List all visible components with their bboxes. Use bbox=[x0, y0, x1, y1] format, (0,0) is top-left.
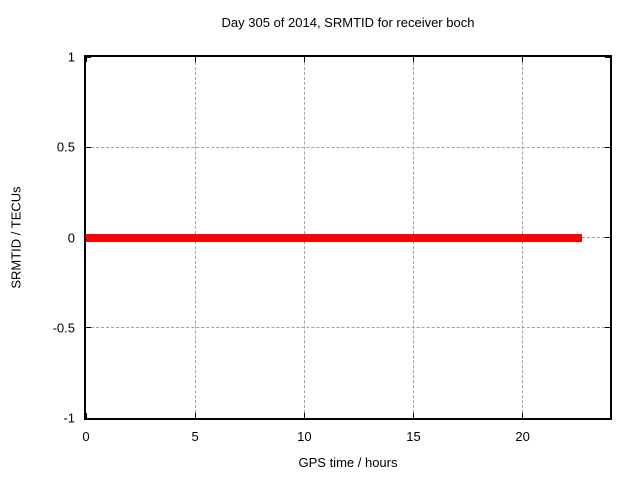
x-tick-label: 0 bbox=[82, 429, 90, 444]
y-tick-mark-right bbox=[605, 327, 610, 329]
x-tick-mark-top bbox=[85, 57, 87, 62]
x-tick-label: 5 bbox=[191, 429, 199, 444]
x-tick-label: 20 bbox=[515, 429, 530, 444]
y-tick-mark-right bbox=[605, 56, 610, 58]
y-tick-mark-left bbox=[86, 327, 91, 329]
x-tick-mark-bottom bbox=[194, 413, 196, 418]
x-tick-mark-top bbox=[413, 57, 414, 62]
x-tick-mark-top bbox=[522, 57, 524, 62]
y-tick-mark-left bbox=[86, 417, 91, 419]
y-tick-mark-right bbox=[605, 417, 610, 419]
x-tick-mark-bottom bbox=[303, 413, 305, 418]
y-tick-label: 1 bbox=[67, 49, 75, 65]
y-tick-mark-left bbox=[86, 56, 91, 58]
x-tick-label: 15 bbox=[406, 429, 421, 444]
y-tick-label: -0.5 bbox=[52, 320, 75, 336]
y-axis-label: SRMTID / TECUs bbox=[8, 186, 24, 289]
gridline-horizontal bbox=[86, 146, 610, 148]
x-tick-label: 10 bbox=[297, 429, 312, 444]
gridline-horizontal bbox=[86, 327, 610, 329]
y-tick-label: 0.5 bbox=[56, 139, 75, 155]
x-tick-mark-bottom bbox=[85, 413, 87, 418]
chart-title: Day 305 of 2014, SRMTID for receiver boc… bbox=[221, 15, 475, 30]
y-tick-mark-right bbox=[605, 237, 610, 238]
x-tick-mark-top bbox=[303, 57, 305, 62]
x-tick-mark-top bbox=[194, 57, 196, 62]
plot-area bbox=[84, 55, 612, 420]
y-tick-mark-left bbox=[86, 146, 91, 148]
x-tick-mark-bottom bbox=[413, 413, 414, 418]
y-tick-mark-right bbox=[605, 146, 610, 148]
y-axis-label-wrap: SRMTID / TECUs bbox=[2, 55, 30, 420]
y-tick-label: 0 bbox=[67, 230, 75, 245]
series-line-srmtid bbox=[86, 233, 582, 242]
x-tick-mark-bottom bbox=[522, 413, 524, 418]
x-axis-label: GPS time / hours bbox=[298, 455, 398, 470]
y-tick-label: -1 bbox=[63, 410, 75, 426]
